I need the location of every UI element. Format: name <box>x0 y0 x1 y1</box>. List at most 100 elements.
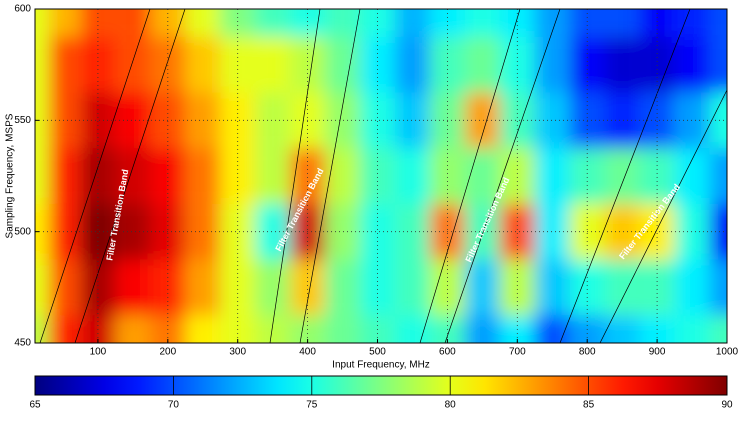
contour-cell <box>150 9 186 37</box>
contour-cell <box>464 9 500 37</box>
contour-cell <box>48 315 81 343</box>
colorbar-tick-label: 90 <box>721 400 733 411</box>
contour-cell <box>499 259 535 316</box>
contour-cell <box>709 203 727 260</box>
x-tick-label: 200 <box>159 347 176 358</box>
contour-cell <box>674 9 710 37</box>
contour-cell <box>220 9 256 37</box>
band-line <box>559 9 691 343</box>
contour-cell <box>115 148 151 204</box>
colorbar-tick-label: 80 <box>445 400 457 411</box>
contour-cell <box>48 36 81 93</box>
contour-cell <box>220 203 256 260</box>
contour-field: Filter Transition Band Filter Transition … <box>35 9 727 343</box>
contour-cell <box>709 315 727 343</box>
contour-cell <box>604 315 640 343</box>
contour-cell <box>360 148 395 204</box>
colorbar <box>34 375 728 396</box>
x-tick-label: 700 <box>509 347 526 358</box>
contour-cell <box>185 315 221 343</box>
x-tick-label: 900 <box>649 347 666 358</box>
contour-cell <box>220 36 256 93</box>
contour-cell <box>569 36 605 93</box>
contour-cell <box>604 259 640 316</box>
contour-cell <box>709 148 727 204</box>
contour-cell <box>80 148 116 204</box>
x-tick-label: 500 <box>369 347 386 358</box>
contour-cell <box>604 9 640 37</box>
contour-cell <box>464 92 500 149</box>
plot-frame <box>34 8 728 344</box>
y-tick-label: 550 <box>14 115 31 126</box>
contour-cell <box>220 92 256 149</box>
contour-cell <box>394 259 430 316</box>
contour-cell <box>709 259 727 316</box>
colorbar-tick-label: 65 <box>29 400 41 411</box>
contour-cell <box>115 259 151 316</box>
contour-cell <box>499 315 535 343</box>
contour-cell <box>185 259 221 316</box>
contour-cell <box>220 315 256 343</box>
contour-cell <box>674 259 710 316</box>
contour-cell <box>394 148 430 204</box>
contour-cell <box>674 36 710 93</box>
contour-cell <box>709 92 727 149</box>
contour-cell <box>674 148 710 204</box>
contour-cell <box>604 92 640 149</box>
contour-cell <box>499 92 535 149</box>
y-axis-label: Sampling Frequency, MSPS <box>5 113 16 238</box>
contour-cell <box>464 315 500 343</box>
x-tick-label: 800 <box>579 347 596 358</box>
contour-cell <box>115 9 151 37</box>
contour-cell <box>35 9 49 37</box>
contour-cell <box>220 259 256 316</box>
contour-cell <box>394 9 430 37</box>
contour-cell <box>360 259 395 316</box>
contour-cell <box>604 148 640 204</box>
contour-cell <box>499 36 535 93</box>
x-tick-label: 400 <box>299 347 316 358</box>
band-line <box>269 9 321 343</box>
contour-cell <box>35 148 49 204</box>
contour-cell <box>255 259 291 316</box>
contour-cell <box>290 36 326 93</box>
contour-cell <box>639 9 675 37</box>
colorbar-tick-label: 85 <box>583 400 595 411</box>
contour-cell <box>80 259 116 316</box>
contour-cell <box>499 148 535 204</box>
contour-cell <box>360 36 395 93</box>
contour-cell <box>325 92 361 149</box>
contour-cell <box>604 36 640 93</box>
contour-cell <box>115 203 151 260</box>
contour-cell <box>80 92 116 149</box>
contour-cell <box>429 259 465 316</box>
x-tick-label: 100 <box>90 347 107 358</box>
colorbar-tick-label: 70 <box>168 400 180 411</box>
y-tick-label: 600 <box>14 4 31 15</box>
contour-cell <box>464 148 500 204</box>
band-line <box>39 9 151 343</box>
contour-cell <box>35 203 49 260</box>
contour-cell <box>255 148 291 204</box>
contour-cell <box>674 315 710 343</box>
x-tick-label: 1000 <box>716 347 739 358</box>
x-axis-label: Input Frequency, MHz <box>332 360 430 371</box>
contour-cell <box>80 315 116 343</box>
contour-cell <box>325 36 361 93</box>
contour-cell <box>709 9 727 37</box>
y-tick-label: 500 <box>14 226 31 237</box>
contour-cell <box>360 92 395 149</box>
contour-cell <box>35 36 49 93</box>
contour-cell <box>35 259 49 316</box>
band-line <box>419 9 521 343</box>
contour-cell <box>325 259 361 316</box>
contour-cell <box>80 36 116 93</box>
band-line <box>444 9 561 343</box>
band-line <box>74 9 186 343</box>
contour-cell <box>325 315 361 343</box>
contour-cell <box>639 36 675 93</box>
contour-cell <box>394 92 430 149</box>
contour-cell <box>360 9 395 37</box>
x-tick-label: 600 <box>439 347 456 358</box>
